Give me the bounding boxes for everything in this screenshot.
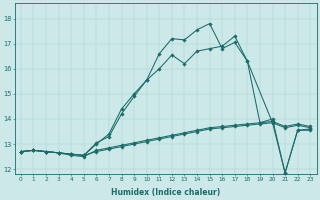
X-axis label: Humidex (Indice chaleur): Humidex (Indice chaleur) [111,188,220,197]
